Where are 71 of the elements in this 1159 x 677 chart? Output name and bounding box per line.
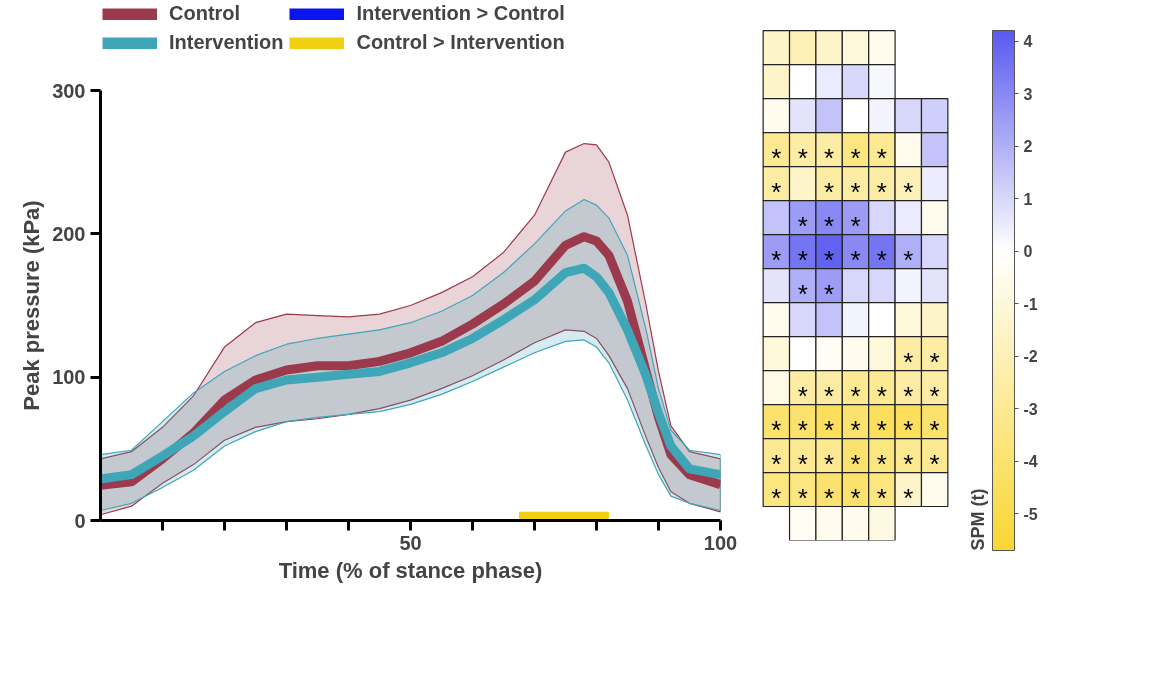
data-label: *	[771, 176, 782, 207]
color-bar-label: -5	[1023, 505, 1038, 523]
y-axis-title: Peak pressure (kPa)	[19, 200, 45, 411]
color-bar-label: -4	[1023, 453, 1038, 471]
data-label: *	[876, 380, 887, 411]
data-label: *	[929, 346, 940, 377]
data-label: *	[876, 448, 887, 479]
data-label: *	[876, 482, 887, 513]
data-label: *	[850, 176, 861, 207]
data-label: *	[903, 448, 914, 479]
data-label: *	[850, 448, 861, 479]
data-label: *	[771, 414, 782, 445]
data-label: *	[824, 210, 835, 241]
data-label: *	[929, 448, 940, 479]
data-label: *	[824, 448, 835, 479]
data-label: *	[797, 448, 808, 479]
data-label: *	[903, 482, 914, 513]
legend-label: Intervention	[169, 31, 284, 54]
data-label: *	[903, 346, 914, 377]
data-label: *	[876, 414, 887, 445]
color-bar-label: -1	[1023, 295, 1038, 313]
legend-label: Intervention > Control	[356, 2, 565, 25]
data-label: *	[903, 176, 914, 207]
data-label: *	[797, 414, 808, 445]
color-bar-label: -2	[1023, 348, 1038, 366]
data-label: *	[903, 380, 914, 411]
data-label: *	[797, 244, 808, 275]
data-label: *	[824, 176, 835, 207]
color-bar-label: 2	[1023, 138, 1033, 156]
data-label: *	[876, 244, 887, 275]
legend-label: Control	[169, 2, 241, 25]
data-label: *	[824, 244, 835, 275]
data-label: *	[797, 142, 808, 173]
color-bar-label: 3	[1023, 85, 1033, 103]
x-axis-title: Time (% of stance phase)	[278, 557, 543, 583]
y-tick-label: 200	[52, 222, 86, 245]
data-label: *	[797, 278, 808, 309]
data-label: *	[771, 244, 782, 275]
data-label: *	[797, 380, 808, 411]
color-bar-label: 4	[1023, 33, 1033, 51]
data-label: *	[771, 482, 782, 513]
data-label: *	[771, 448, 782, 479]
data-label: *	[903, 414, 914, 445]
data-label: *	[797, 210, 808, 241]
data-label: *	[929, 414, 940, 445]
color-bar-title: SPM (t)	[967, 488, 988, 551]
data-label: *	[876, 142, 887, 173]
color-bar-label: -3	[1023, 400, 1038, 418]
data-label: *	[824, 142, 835, 173]
data-label: *	[824, 380, 835, 411]
y-tick-label: 100	[52, 366, 86, 389]
legend-label: Control > Intervention	[356, 31, 565, 54]
color-bar-label: 0	[1023, 243, 1033, 261]
data-label: *	[850, 482, 861, 513]
data-label: *	[876, 176, 887, 207]
data-label: *	[850, 210, 861, 241]
data-label: *	[929, 380, 940, 411]
data-label: *	[850, 244, 861, 275]
data-label: *	[903, 244, 914, 275]
data-label: *	[771, 142, 782, 173]
y-tick-label: 300	[52, 79, 86, 102]
data-label: *	[850, 380, 861, 411]
data-label: *	[850, 414, 861, 445]
data-label: *	[824, 278, 835, 309]
y-tick-label: 0	[74, 509, 86, 532]
color-bar-label: 1	[1023, 190, 1033, 208]
data-label: *	[824, 414, 835, 445]
data-label: *	[850, 142, 861, 173]
data-label: *	[824, 482, 835, 513]
data-label: *	[797, 482, 808, 513]
x-tick-label: 50	[399, 531, 422, 554]
